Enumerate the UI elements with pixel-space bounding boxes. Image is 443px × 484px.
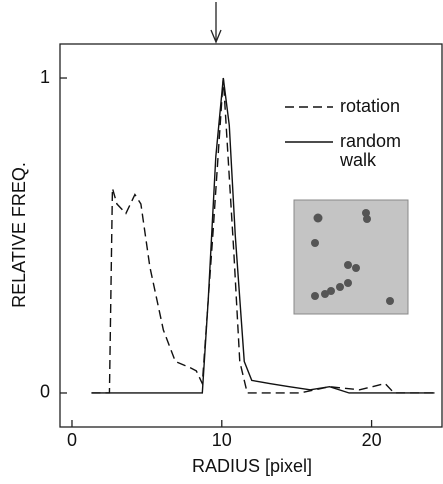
- arrow-head: [210, 29, 222, 44]
- x-axis-label: RADIUS [pixel]: [192, 456, 312, 476]
- inset-image: [293, 199, 409, 315]
- x-tick-label: 20: [362, 430, 382, 450]
- y-axis-label: RELATIVE FREQ.: [9, 162, 29, 308]
- inset-dot: [311, 239, 319, 247]
- inset-dot: [344, 279, 352, 287]
- x-tick-label: 10: [212, 430, 232, 450]
- inset-dot: [344, 261, 352, 269]
- inset-dot: [363, 215, 371, 223]
- inset-dot: [313, 213, 323, 223]
- data-line: [91, 77, 435, 394]
- inset-dot: [352, 264, 360, 272]
- data-line: [91, 77, 435, 394]
- plot-frame: [59, 43, 443, 428]
- legend-label: random walk: [340, 131, 402, 170]
- inset-dot: [327, 287, 335, 295]
- inset-dot: [311, 292, 319, 300]
- x-tick-label: 0: [67, 430, 77, 450]
- inset-frame: [293, 199, 409, 315]
- inset-dot: [336, 283, 344, 291]
- inset-dot: [386, 297, 394, 305]
- y-tick-label: 1: [40, 67, 50, 87]
- y-tick-label: 0: [40, 382, 50, 402]
- legend-label: rotation: [340, 96, 401, 116]
- inset-dot: [362, 209, 370, 217]
- inset-dot: [321, 290, 329, 298]
